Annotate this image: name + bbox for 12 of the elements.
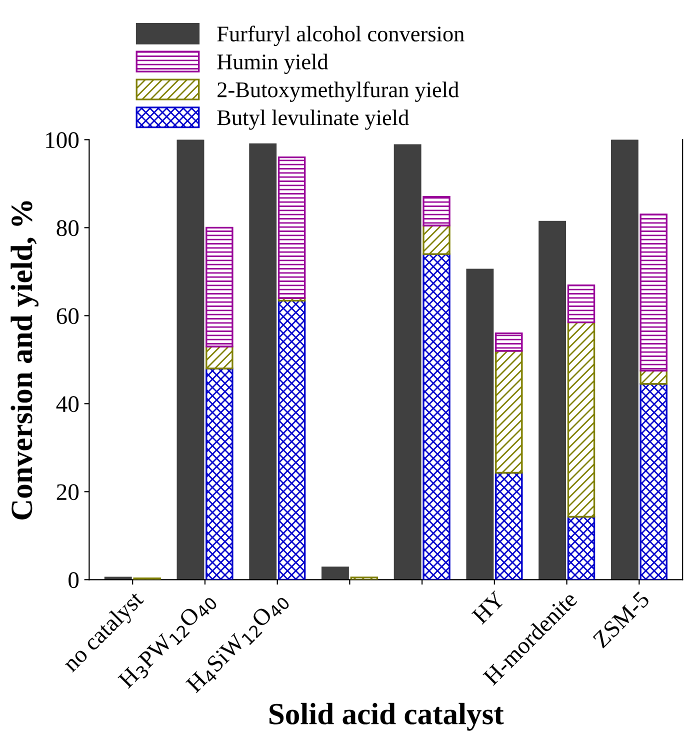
y-tick-label: 20 — [56, 484, 79, 500]
legend-label: Furfuryl alcohol conversion — [217, 26, 464, 46]
y-tick-label: 40 — [56, 396, 79, 412]
y-tick-label: 80 — [56, 220, 79, 236]
legend-label: Butyl levulinate yield — [217, 110, 409, 130]
y-tick-label: 0 — [68, 572, 79, 588]
y-tick-label: 100 — [46, 132, 79, 148]
y-tick-label: 60 — [56, 308, 79, 324]
y-axis-title: Conversion and yield, % — [10, 201, 38, 520]
legend-label: Humin yield — [217, 54, 328, 74]
x-axis-title: Solid acid catalyst — [270, 702, 504, 731]
legend-label: 2-Butoxymethylfuran yield — [218, 81, 459, 102]
